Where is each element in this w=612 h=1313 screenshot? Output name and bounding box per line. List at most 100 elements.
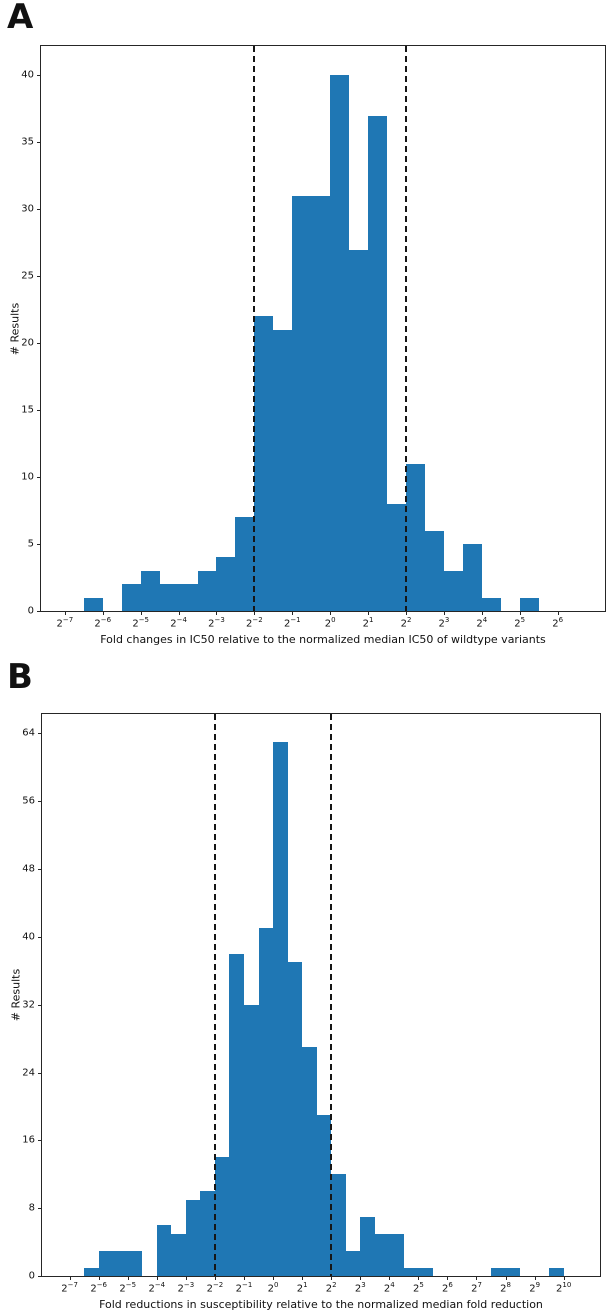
histogram-bar: [549, 1267, 564, 1276]
x-tick-mark: [447, 1276, 449, 1280]
histogram-bar: [178, 584, 198, 611]
y-tick-mark: [38, 869, 42, 871]
histogram-bar: [491, 1267, 506, 1276]
x-tick-label: 2−7: [61, 1281, 78, 1295]
x-tick-label: 2−2: [246, 616, 263, 630]
histogram-bar: [406, 463, 425, 611]
histogram-bar: [258, 928, 274, 1276]
histogram-bar: [462, 544, 482, 611]
x-tick-mark: [557, 611, 559, 615]
x-tick-label: 27: [471, 1281, 482, 1295]
y-tick-label: 25: [21, 270, 34, 282]
y-tick-label: 35: [21, 136, 34, 148]
x-tick-label: 2−4: [148, 1281, 166, 1295]
x-tick-mark: [519, 611, 521, 615]
histogram-bar: [140, 570, 160, 611]
panel-a: A # Results Fold changes in IC50 relativ…: [7, 0, 606, 646]
x-tick-mark: [418, 1276, 420, 1280]
x-tick-label: 21: [296, 1281, 308, 1295]
histogram-bar: [292, 195, 312, 611]
x-tick-label: 2−1: [283, 616, 301, 630]
histogram-bar: [330, 75, 350, 611]
threshold-dashed-line: [330, 714, 333, 1276]
y-tick-label: 30: [21, 203, 34, 215]
x-tick-mark: [406, 611, 407, 615]
histogram-bar: [345, 1250, 361, 1276]
x-tick-mark: [243, 1276, 245, 1280]
x-axis-label: Fold changes in IC50 relative to the nor…: [100, 633, 546, 646]
y-tick-label: 40: [21, 69, 34, 81]
y-tick-label: 20: [21, 337, 34, 349]
x-tick-label: 24: [383, 1281, 395, 1295]
y-tick-mark: [38, 1208, 42, 1210]
x-tick-mark: [534, 1276, 536, 1280]
y-tick-mark: [38, 1276, 42, 1277]
histogram-bar: [424, 530, 444, 611]
histogram-bar: [349, 249, 369, 611]
histogram-bar: [519, 597, 539, 611]
histogram-bar: [505, 1267, 521, 1276]
x-tick-mark: [140, 611, 142, 615]
x-tick-label: 2−1: [235, 1281, 253, 1295]
y-tick-mark: [38, 936, 42, 938]
x-tick-mark: [505, 1276, 507, 1280]
x-tick-label: 2−2: [206, 1281, 224, 1295]
x-tick-mark: [443, 611, 445, 615]
x-tick-mark: [389, 1276, 391, 1280]
x-tick-mark: [178, 611, 180, 615]
histogram-bar: [121, 584, 141, 611]
y-tick-label: 0: [27, 605, 34, 617]
histogram-bar: [229, 953, 244, 1276]
y-tick-label: 15: [21, 404, 34, 416]
x-tick-mark: [102, 611, 104, 615]
panel-b: B # Results Fold reductions in susceptib…: [0, 660, 612, 1313]
histogram-bar: [200, 1191, 215, 1276]
histogram-bar: [311, 195, 331, 611]
x-tick-label: 26: [442, 1281, 453, 1295]
x-tick-label: 20: [267, 1281, 279, 1295]
histogram-bar: [216, 557, 236, 611]
x-tick-label: 2−3: [208, 616, 225, 630]
x-tick-label: 24: [476, 616, 488, 630]
x-tick-mark: [216, 611, 218, 615]
histogram-bar: [171, 1233, 186, 1276]
x-tick-label: 25: [514, 616, 526, 630]
x-tick-label: 23: [438, 616, 450, 630]
x-tick-label: 2−6: [90, 1281, 108, 1295]
x-tick-label: 22: [325, 1281, 337, 1295]
y-tick-label: 10: [21, 471, 34, 483]
x-tick-mark: [302, 1276, 304, 1280]
histogram-bar: [83, 597, 103, 611]
x-tick-mark: [331, 1276, 333, 1280]
histogram-bar: [197, 570, 217, 611]
histogram-bar: [331, 1174, 346, 1276]
x-tick-mark: [69, 1276, 71, 1280]
y-tick-label: 24: [22, 1067, 35, 1079]
y-axis-label: # Results: [8, 302, 22, 355]
histogram-bar: [156, 1225, 172, 1276]
x-tick-label: 29: [529, 1281, 541, 1295]
y-tick-mark: [37, 544, 41, 546]
x-tick-label: 2−6: [94, 616, 112, 630]
x-tick-mark: [156, 1276, 158, 1280]
panel-a-plot: # Results Fold changes in IC50 relative …: [9, 45, 606, 646]
x-tick-mark: [273, 1276, 275, 1280]
y-tick-mark: [37, 209, 41, 211]
panel-b-letter: B: [7, 657, 33, 697]
histogram-bar: [403, 1267, 419, 1276]
x-tick-mark: [368, 611, 370, 615]
y-tick-mark: [38, 801, 42, 803]
x-tick-label: 2−5: [119, 1281, 137, 1295]
histogram-bar: [302, 1047, 317, 1276]
y-tick-label: 32: [22, 999, 35, 1011]
histogram-bar: [374, 1233, 390, 1276]
y-tick-mark: [38, 733, 42, 735]
y-tick-mark: [38, 1140, 42, 1142]
threshold-dashed-line: [253, 46, 256, 611]
histogram-bar: [273, 741, 288, 1276]
panel-b-plot: # Results Fold reductions in susceptibil…: [10, 713, 601, 1311]
histogram-bar: [235, 517, 255, 611]
y-tick-mark: [37, 142, 41, 144]
x-tick-mark: [476, 1276, 478, 1280]
